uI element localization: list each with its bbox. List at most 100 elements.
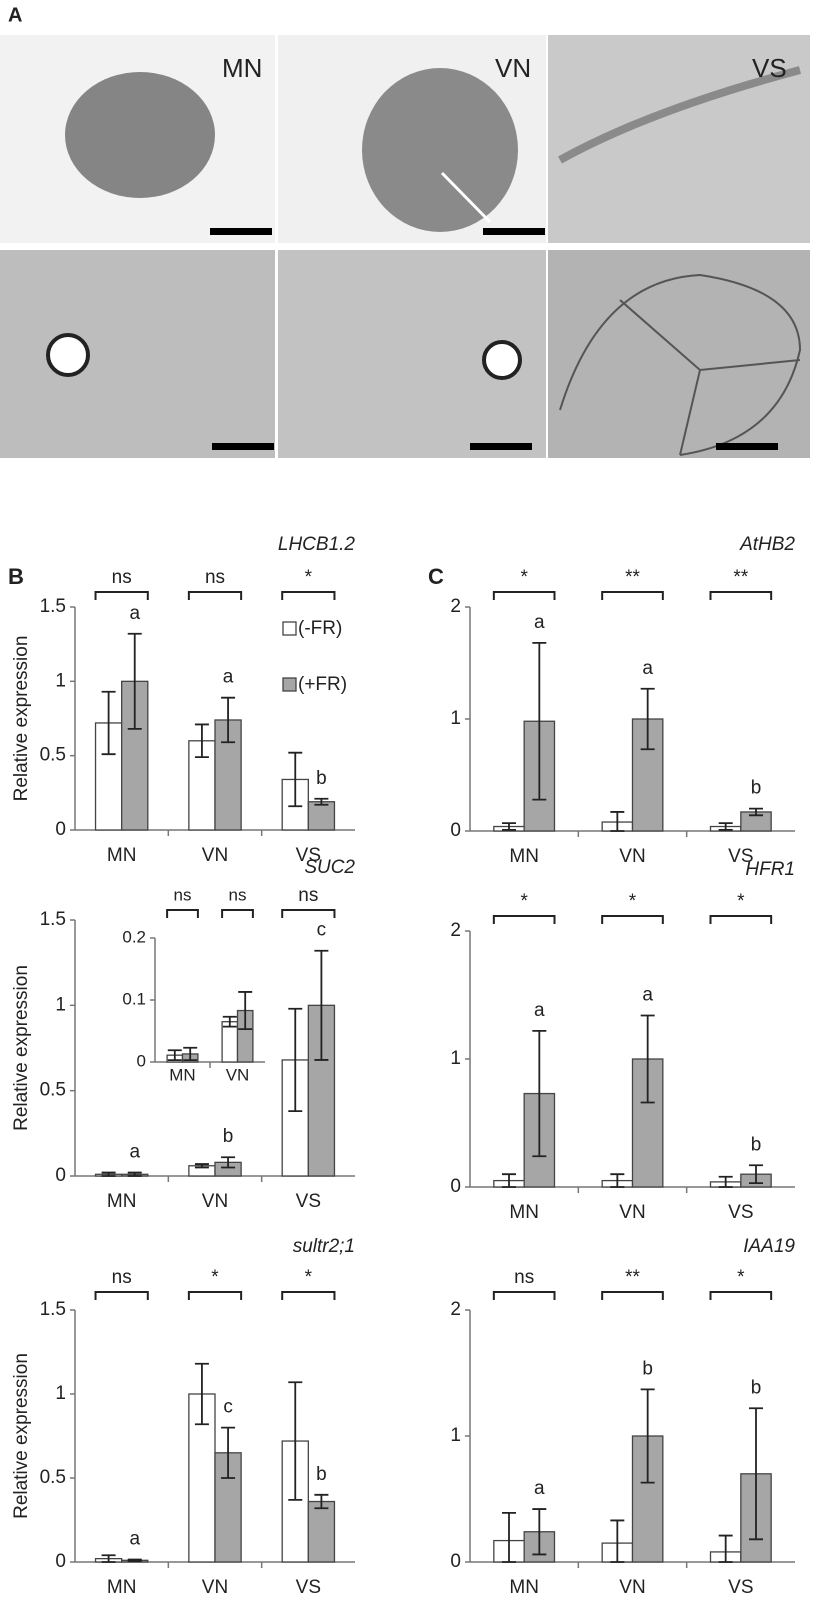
error-bar (221, 1426, 236, 1479)
legend-label: (+FR) (298, 674, 347, 695)
significance-label: ns (229, 885, 247, 904)
chart-title: SUC2 (304, 857, 355, 878)
group-letter: b (316, 768, 327, 789)
error-bar (222, 1015, 237, 1028)
y-tick-label: 0 (55, 1551, 66, 1572)
error-bar (749, 807, 763, 817)
group-letter: a (129, 1142, 140, 1163)
error-bar (749, 1164, 763, 1185)
x-tick-label: MN (107, 1191, 137, 1212)
legend-swatch (282, 621, 297, 636)
x-tick-label: VN (619, 1577, 645, 1597)
error-bar (127, 632, 142, 730)
error-bar (288, 1007, 303, 1113)
error-bar (640, 687, 655, 751)
significance-bracket (601, 591, 664, 600)
significance-bracket (281, 1291, 336, 1300)
group-letter: c (317, 920, 327, 941)
group-letter: b (223, 1126, 234, 1147)
scale-bar (470, 443, 532, 450)
cell-blob (65, 72, 215, 198)
significance-label: * (520, 891, 528, 912)
group-letter: b (751, 778, 762, 799)
y-tick-label: 2 (450, 596, 461, 617)
legend-label: (-FR) (298, 618, 342, 639)
significance-bracket (492, 915, 556, 924)
scale-bar (483, 228, 545, 235)
error-bar (127, 1171, 142, 1177)
error-bar (502, 1173, 516, 1188)
significance-bracket (221, 909, 254, 918)
y-tick-label: 0 (55, 819, 66, 840)
error-bar (502, 1511, 516, 1563)
error-bar (194, 723, 209, 759)
y-tick-label: 0.5 (40, 745, 66, 766)
y-tick-label: 0.1 (122, 989, 146, 1008)
x-tick-label: VS (296, 845, 321, 866)
significance-label: ns (514, 1267, 534, 1288)
significance-label: * (737, 891, 745, 912)
vein (559, 273, 802, 456)
significance-bracket (709, 591, 773, 600)
error-bar (167, 1049, 182, 1062)
y-tick-label: 0 (450, 820, 461, 841)
arrow (440, 171, 492, 224)
x-tick-label: MN (107, 845, 137, 866)
x-tick-label: VS (728, 1202, 753, 1223)
cell-blob (362, 68, 518, 232)
error-bar (610, 1519, 625, 1563)
error-bar (288, 1381, 303, 1501)
significance-label: ns (112, 1267, 132, 1288)
y-tick-label: 0 (137, 1051, 146, 1070)
significance-bracket (94, 1291, 149, 1300)
error-bar (718, 822, 733, 831)
significance-bracket (709, 915, 773, 924)
significance-label: ns (298, 885, 318, 906)
x-tick-label: VS (728, 1577, 753, 1597)
image (548, 250, 810, 458)
significance-bracket (601, 1291, 664, 1300)
y-tick-label: 1.5 (40, 596, 66, 617)
significance-label: * (520, 567, 528, 588)
chart-title: sultr2;1 (293, 1236, 355, 1257)
error-bar (314, 1493, 329, 1510)
x-tick-label: MN (509, 1202, 539, 1223)
error-bar (288, 751, 303, 808)
group-letter: a (642, 984, 653, 1005)
error-bar (183, 1046, 198, 1062)
y-tick-label: 1 (55, 994, 66, 1015)
group-letter: b (751, 1134, 762, 1155)
significance-bracket (187, 1291, 243, 1300)
x-tick-label: MN (509, 846, 539, 867)
significance-label: ns (205, 567, 225, 588)
error-bar (640, 1388, 655, 1484)
significance-bracket (492, 1291, 556, 1300)
significance-label: ** (625, 1267, 640, 1288)
y-axis-label: Relative expression (11, 965, 32, 1131)
x-tick-label: MN (509, 1577, 539, 1597)
significance-label: * (629, 891, 637, 912)
y-tick-label: 1 (55, 670, 66, 691)
chart-title: AtHB2 (739, 534, 795, 555)
panel-label: C (428, 564, 444, 589)
group-letter: a (534, 1000, 545, 1021)
y-tick-label: 1 (450, 708, 461, 729)
image (0, 250, 275, 458)
error-bar (221, 696, 236, 744)
error-bar (532, 1508, 547, 1556)
x-tick-label: VS (728, 846, 753, 867)
significance-label: * (305, 567, 313, 588)
y-axis-label: Relative expression (11, 636, 32, 802)
y-tick-label: 0 (55, 1165, 66, 1186)
bar (221, 1021, 239, 1063)
x-tick-label: MN (107, 1577, 137, 1597)
significance-label: ** (733, 567, 748, 588)
stoma (482, 340, 522, 380)
x-tick-label: VN (619, 1202, 645, 1223)
y-tick-label: 0 (450, 1176, 461, 1197)
error-bar (502, 822, 516, 831)
group-letter: b (316, 1464, 327, 1485)
panel-label: B (8, 564, 24, 589)
y-tick-label: 0.5 (40, 1080, 66, 1101)
